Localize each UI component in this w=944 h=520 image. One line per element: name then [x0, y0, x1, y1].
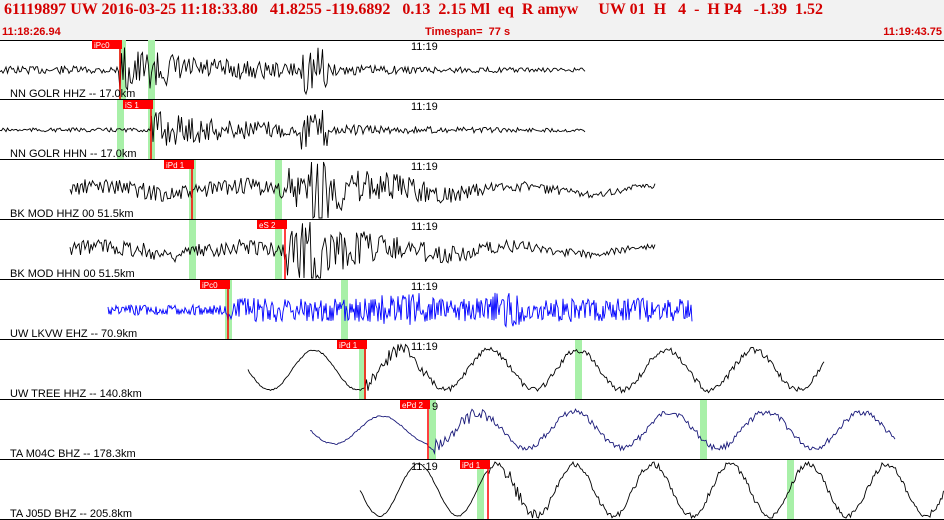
trace-row[interactable]: eS 2 11:19 BK MOD HHN 00 51.5km	[0, 220, 944, 280]
header-bar: 61119897 UW 2016-03-25 11:18:33.80 41.82…	[0, 0, 944, 40]
pick-flag[interactable]	[257, 220, 287, 229]
station-channel-label: UW TREE HHZ -- 140.8km	[10, 388, 142, 400]
pick-flag[interactable]	[164, 160, 194, 169]
pick-window-marker	[117, 100, 124, 160]
seismic-waveform	[0, 109, 586, 150]
pick-flag-label: iPc0	[202, 281, 218, 290]
minute-time-label: 11:19	[411, 341, 438, 353]
trace-row[interactable]: iPd 1 11:19 BK MOD HHZ 00 51.5km	[0, 160, 944, 220]
minute-time-label: 11:19	[411, 221, 438, 233]
pick-window-marker	[359, 340, 366, 400]
station-channel-label: TA J05D BHZ -- 205.8km	[10, 508, 132, 520]
pick-flag-label: iS 1	[125, 101, 139, 110]
pick-window-marker	[429, 400, 436, 460]
pick-flag[interactable]	[123, 100, 153, 109]
pick-flag-label: eS 2	[259, 221, 276, 230]
trace-row[interactable]: iPc0 11:19 UW LKVW EHZ -- 70.9km	[0, 280, 944, 340]
minute-time-label: 11:19	[411, 161, 438, 173]
pick-window-marker	[787, 460, 794, 520]
seismic-waveform	[69, 161, 656, 219]
timespan-label: Timespan= 77 s	[425, 26, 511, 38]
trace-row[interactable]: iS 1 11:19 NN GOLR HHN -- 17.0km	[0, 100, 944, 160]
station-channel-label: TA M04C BHZ -- 178.3km	[10, 448, 136, 460]
station-channel-label: NN GOLR HHN -- 17.0km	[10, 148, 137, 160]
station-channel-label: BK MOD HHN 00 51.5km	[10, 268, 135, 280]
station-channel-label: UW LKVW EHZ -- 70.9km	[10, 328, 137, 340]
minute-time-label: 11:19	[411, 41, 438, 53]
pick-window-marker	[275, 220, 282, 280]
start-time-label: 11:18:26.94	[2, 26, 61, 38]
seismic-waveform	[69, 221, 656, 280]
pick-window-marker	[575, 340, 582, 400]
pick-window-marker	[148, 40, 155, 100]
pick-flag[interactable]	[400, 400, 430, 409]
trace-row[interactable]: iPd 1 11:19 UW TREE HHZ -- 140.8km	[0, 340, 944, 400]
pick-flag-label: iPd 1	[166, 161, 185, 170]
trace-row[interactable]: iPc0 11:19 NN GOLR HHZ -- 17.0km	[0, 40, 944, 100]
seismic-waveform	[310, 408, 896, 455]
pick-flag-label: iPd 1	[462, 461, 481, 470]
minute-time-label: 9	[432, 401, 438, 413]
pick-window-marker	[275, 160, 282, 220]
pick-flag-label: ePd 2	[402, 401, 423, 410]
pick-flag-label: iPd 1	[339, 341, 358, 350]
pick-window-marker	[700, 400, 707, 460]
seismic-waveform	[359, 460, 944, 520]
trace-row[interactable]: ePd 2 9 TA M04C BHZ -- 178.3km	[0, 400, 944, 460]
trace-row[interactable]: iPd 1 11:19 TA J05D BHZ -- 205.8km	[0, 460, 944, 520]
pick-flag[interactable]	[200, 280, 230, 289]
pick-flag[interactable]	[337, 340, 367, 349]
pick-flag[interactable]	[460, 460, 490, 469]
pick-flag-label: iPc0	[94, 41, 110, 50]
station-channel-label: BK MOD HHZ 00 51.5km	[10, 208, 133, 220]
pick-flag[interactable]	[92, 40, 122, 49]
minute-time-label: 11:19	[411, 101, 438, 113]
station-channel-label: NN GOLR HHZ -- 17.0km	[10, 88, 135, 100]
seismic-waveform	[247, 343, 825, 394]
minute-time-label: 11:19	[411, 461, 438, 473]
pick-window-marker	[189, 220, 196, 280]
event-summary-title: 61119897 UW 2016-03-25 11:18:33.80 41.82…	[4, 1, 823, 18]
seismic-waveform	[107, 292, 693, 328]
end-time-label: 11:19:43.75	[883, 26, 942, 38]
seismic-waveform	[0, 47, 586, 96]
pick-window-marker	[477, 460, 484, 520]
minute-time-label: 11:19	[411, 281, 438, 293]
